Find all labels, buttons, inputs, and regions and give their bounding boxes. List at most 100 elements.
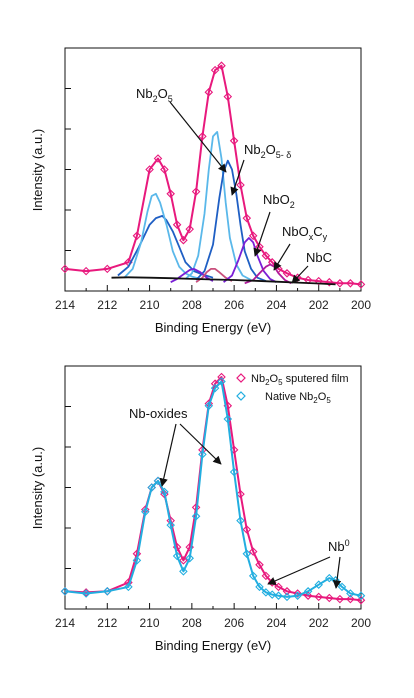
top-x-tick-label: 204 <box>266 298 286 312</box>
nb0-sup: 0 <box>345 538 350 548</box>
bottom-series-line-1 <box>64 380 362 598</box>
svg-text:NbO2: NbO2 <box>263 192 295 210</box>
nbc-arrow <box>291 265 309 284</box>
legend-sputtered-nb: Nb <box>251 373 265 385</box>
nb0-arrow-right <box>332 556 342 589</box>
svg-text:Nb2O5: Nb2O5 <box>136 86 173 104</box>
bottom-data-point <box>303 591 313 600</box>
top-data-point <box>335 279 345 288</box>
top-x-tick-label: 208 <box>182 298 202 312</box>
bottom-data-point <box>314 592 323 602</box>
top-data-point <box>248 231 258 241</box>
bottom-y-ticks <box>65 406 71 569</box>
nb-oxides-arrow-left <box>159 423 177 487</box>
top-x-tick-label: 214 <box>55 298 75 312</box>
legend-sputtered-rest: sputered film <box>283 373 349 385</box>
bottom-data-point <box>210 383 220 393</box>
bottom-x-ticks <box>64 603 362 609</box>
bottom-data-point <box>81 588 91 597</box>
nb2o5d-nb: Nb <box>244 142 261 157</box>
top-x-tick-label: 212 <box>97 298 117 312</box>
bottom-x-tick-label: 214 <box>55 616 75 630</box>
annotation-nb0: Nb0 <box>267 538 350 589</box>
bottom-data-point <box>325 593 334 603</box>
top-panel: 214 212 210 208 206 204 202 200 Binding Energy … <box>30 47 371 335</box>
bottom-data-point <box>81 589 91 598</box>
bottom-data-point <box>229 467 239 477</box>
bottom-x-tick-label: 212 <box>97 616 117 630</box>
bottom-data-point <box>217 377 226 386</box>
bottom-data-point <box>314 580 323 589</box>
bottom-data-point <box>60 587 70 596</box>
bottom-data-point <box>261 588 271 597</box>
nb0-arrow-left <box>267 556 331 585</box>
legend-item-sputtered: Nb2O5 sputered film <box>236 373 349 387</box>
bottom-data-point <box>356 591 366 600</box>
bottom-data-point <box>303 587 313 596</box>
top-data-point <box>166 189 175 199</box>
bottom-data-point <box>267 590 277 599</box>
legend-sputtered-sub2: 2 <box>265 378 270 387</box>
bottom-x-tick-label: 210 <box>140 616 160 630</box>
bottom-data-point <box>255 582 264 592</box>
bottom-data-point <box>204 401 214 411</box>
top-data-point <box>204 87 214 97</box>
top-x-ticks <box>64 285 362 291</box>
bottom-data-point <box>236 516 245 525</box>
nbc-label: NbC <box>306 250 332 265</box>
top-data-point <box>242 213 252 223</box>
nb2o5-sub2: 2 <box>153 94 158 104</box>
top-data-point <box>81 266 91 276</box>
top-data-point <box>60 264 70 274</box>
legend-native-o: O <box>318 391 327 403</box>
bottom-data-point <box>242 525 252 534</box>
bottom-x-tick-label: 200 <box>351 616 371 630</box>
top-series-line-7 <box>223 237 277 283</box>
bottom-x-tick-labels: 214 212 210 208 206 204 202 200 <box>55 616 371 630</box>
bottom-data-point <box>248 571 258 581</box>
annotation-nboxcy: NbOxCy <box>273 224 328 271</box>
nb2o5d-arrow <box>230 159 245 196</box>
legend: Nb2O5 sputered film Native Nb2O5 <box>236 373 349 405</box>
bottom-data-point <box>141 507 150 517</box>
top-x-tick-label: 210 <box>140 298 160 312</box>
bottom-data-point <box>346 594 355 604</box>
svg-text:NbOxCy: NbOxCy <box>282 224 328 242</box>
top-series-line-9 <box>111 276 336 286</box>
svg-text:Nb0: Nb0 <box>328 538 350 554</box>
nb0-main: Nb <box>328 539 345 554</box>
nb2o5-nb: Nb <box>136 86 153 101</box>
nb2o5-arrow <box>169 101 227 173</box>
top-data-point <box>217 61 226 70</box>
bottom-x-axis-title: Binding Energy (eV) <box>155 638 271 653</box>
top-data-point <box>185 224 194 234</box>
top-data-point <box>153 154 163 163</box>
svg-text:Native Nb2O5: Native Nb2O5 <box>265 391 331 405</box>
bottom-data-point <box>335 594 345 604</box>
bottom-data-point <box>160 487 169 497</box>
bottom-data-point <box>103 587 112 596</box>
annotation-nb2o5: Nb2O5 <box>136 86 227 173</box>
top-data-point <box>191 187 201 196</box>
top-data-point <box>179 235 188 245</box>
top-data-point <box>145 165 154 174</box>
top-data-point <box>160 165 169 174</box>
bottom-data-point <box>282 592 292 602</box>
nboxcy-main: NbO <box>282 224 309 239</box>
bottom-y-axis-title: Intensity (a.u.) <box>30 447 45 529</box>
bottom-data-point <box>166 520 175 530</box>
top-y-axis-title: Intensity (a.u.) <box>30 129 45 211</box>
bottom-data-point <box>198 450 207 459</box>
top-data-point <box>198 132 207 141</box>
nb2o5-sub5: 5 <box>168 94 173 104</box>
top-data-point <box>282 269 292 278</box>
bottom-data-point <box>172 551 182 561</box>
bottom-x-tick-label: 202 <box>309 616 329 630</box>
top-data-point <box>314 276 323 286</box>
bottom-data-point <box>248 547 258 556</box>
nb-oxides-label: Nb-oxides <box>129 406 188 421</box>
bottom-data-point <box>191 511 201 521</box>
top-series-group <box>60 61 366 289</box>
svg-text:Nb2O5 sputered film: Nb2O5 sputered film <box>251 373 349 387</box>
bottom-data-point <box>242 549 252 559</box>
